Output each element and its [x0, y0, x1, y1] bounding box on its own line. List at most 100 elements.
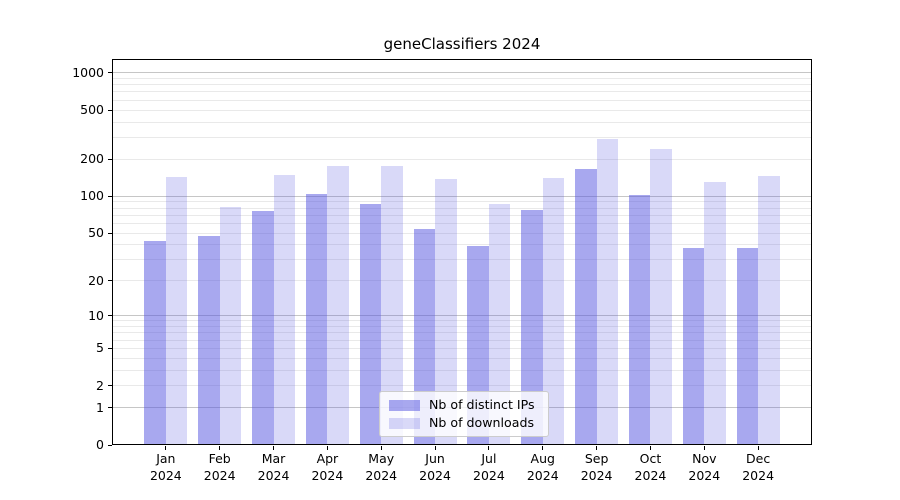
- gridline-major: [113, 72, 811, 74]
- bar-downloads-may: [381, 165, 403, 444]
- y-tick: [108, 407, 112, 409]
- gridline-minor: [113, 121, 811, 123]
- bar-downloads-dec: [758, 176, 780, 444]
- x-tick-label: Apr 2024: [295, 451, 359, 484]
- y-tick: [108, 315, 112, 317]
- x-tick: [703, 445, 705, 450]
- gridline-minor: [113, 136, 811, 138]
- x-tick: [380, 445, 382, 450]
- legend-swatch-downloads: [389, 417, 420, 429]
- bar-downloads-mar: [273, 174, 296, 444]
- x-tick-year: 2024: [419, 467, 451, 483]
- bar-distinct-ips-aug: [521, 210, 543, 444]
- x-tick-label: Dec 2024: [726, 451, 790, 484]
- x-tick-month: Dec: [746, 451, 771, 466]
- gridline-major: [113, 195, 811, 197]
- bar-downloads-feb: [219, 206, 242, 444]
- bar-downloads-jun: [435, 179, 457, 444]
- gridline-minor: [113, 99, 811, 101]
- y-tick: [108, 347, 112, 349]
- x-tick-month: Jul: [481, 451, 497, 466]
- gridline-minor: [113, 207, 811, 209]
- bar-downloads-nov: [704, 181, 726, 444]
- x-tick-label: Jul 2024: [457, 451, 521, 484]
- y-tick-label: 1: [96, 399, 104, 415]
- x-tick-month: Sep: [584, 451, 609, 466]
- x-tick: [488, 445, 490, 450]
- x-tick: [596, 445, 598, 450]
- x-tick-year: 2024: [257, 467, 290, 483]
- x-tick-month: Jan: [156, 451, 176, 466]
- gridline-minor: [113, 369, 811, 371]
- x-tick-label: Nov 2024: [672, 451, 736, 484]
- gridline-minor: [113, 201, 811, 203]
- x-tick-label: Aug 2024: [511, 451, 575, 484]
- x-tick-year: 2024: [149, 467, 182, 483]
- x-tick-month: Nov: [692, 451, 717, 466]
- gridline-minor: [113, 326, 811, 328]
- bar-distinct-ips-nov: [682, 247, 705, 444]
- bar-distinct-ips-dec: [736, 247, 759, 444]
- bar-downloads-aug: [542, 178, 565, 444]
- bar-distinct-ips-sep: [575, 169, 597, 444]
- x-tick-month: Mar: [261, 451, 286, 466]
- gridline-minor: [113, 77, 811, 79]
- x-tick: [165, 445, 167, 450]
- x-tick: [326, 445, 328, 450]
- x-tick-month: Jun: [425, 451, 445, 466]
- gridline-minor: [113, 320, 811, 322]
- y-tick-label: 5: [96, 340, 104, 356]
- x-tick-label: May 2024: [349, 451, 413, 484]
- x-tick: [219, 445, 221, 450]
- x-tick: [434, 445, 436, 450]
- bar-distinct-ips-jan: [144, 241, 166, 444]
- y-tick: [108, 158, 112, 160]
- x-tick-year: 2024: [742, 467, 775, 483]
- gridline-minor: [113, 109, 811, 111]
- x-tick-year: 2024: [526, 467, 559, 483]
- x-tick-month: May: [368, 451, 395, 466]
- gridline-minor: [113, 280, 811, 282]
- y-tick-label: 10: [88, 307, 104, 323]
- x-tick-year: 2024: [311, 467, 344, 483]
- bar-distinct-ips-mar: [252, 210, 274, 444]
- x-tick: [542, 445, 544, 450]
- y-tick: [108, 72, 112, 74]
- legend-label-distinct-ips: Nb of distinct IPs: [429, 397, 535, 412]
- y-tick-label: 50: [88, 225, 104, 241]
- chart-title: geneClassifiers 2024: [383, 35, 541, 53]
- bar-downloads-jan: [165, 177, 188, 444]
- gridline-major: [113, 315, 811, 317]
- gridline-minor: [113, 244, 811, 246]
- legend-swatch-distinct-ips: [389, 399, 420, 411]
- x-tick-label: Jun 2024: [403, 451, 467, 484]
- legend-entry-distinct-ips: Nb of distinct IPs: [389, 398, 539, 412]
- y-tick-label: 500: [80, 102, 104, 117]
- bar-downloads-jul: [488, 203, 511, 444]
- gridline-minor: [113, 332, 811, 334]
- x-tick-label: Mar 2024: [242, 451, 306, 484]
- bar-distinct-ips-feb: [198, 236, 220, 444]
- x-tick-month: Apr: [316, 451, 339, 466]
- x-tick-label: Oct 2024: [618, 451, 682, 484]
- gridline-minor: [113, 339, 811, 341]
- legend-label-downloads: Nb of downloads: [429, 415, 535, 430]
- y-tick-label: 200: [80, 151, 104, 167]
- y-tick: [108, 385, 112, 387]
- bar-distinct-ips-jun: [413, 229, 436, 444]
- x-tick-month: Feb: [208, 451, 231, 466]
- legend-entry-downloads: Nb of downloads: [389, 416, 539, 430]
- bar-downloads-apr: [327, 166, 349, 444]
- plot-area: [112, 59, 812, 445]
- x-tick-label: Feb 2024: [188, 451, 252, 484]
- y-tick: [108, 109, 112, 111]
- x-tick-year: 2024: [580, 467, 613, 483]
- x-tick: [273, 445, 275, 450]
- x-tick-month: Oct: [639, 451, 662, 466]
- gridline-minor: [113, 158, 811, 160]
- x-tick-label: Sep 2024: [565, 451, 629, 484]
- y-tick-label: 2: [96, 377, 104, 393]
- x-tick-month: Aug: [530, 451, 555, 466]
- gridline-minor: [113, 214, 811, 216]
